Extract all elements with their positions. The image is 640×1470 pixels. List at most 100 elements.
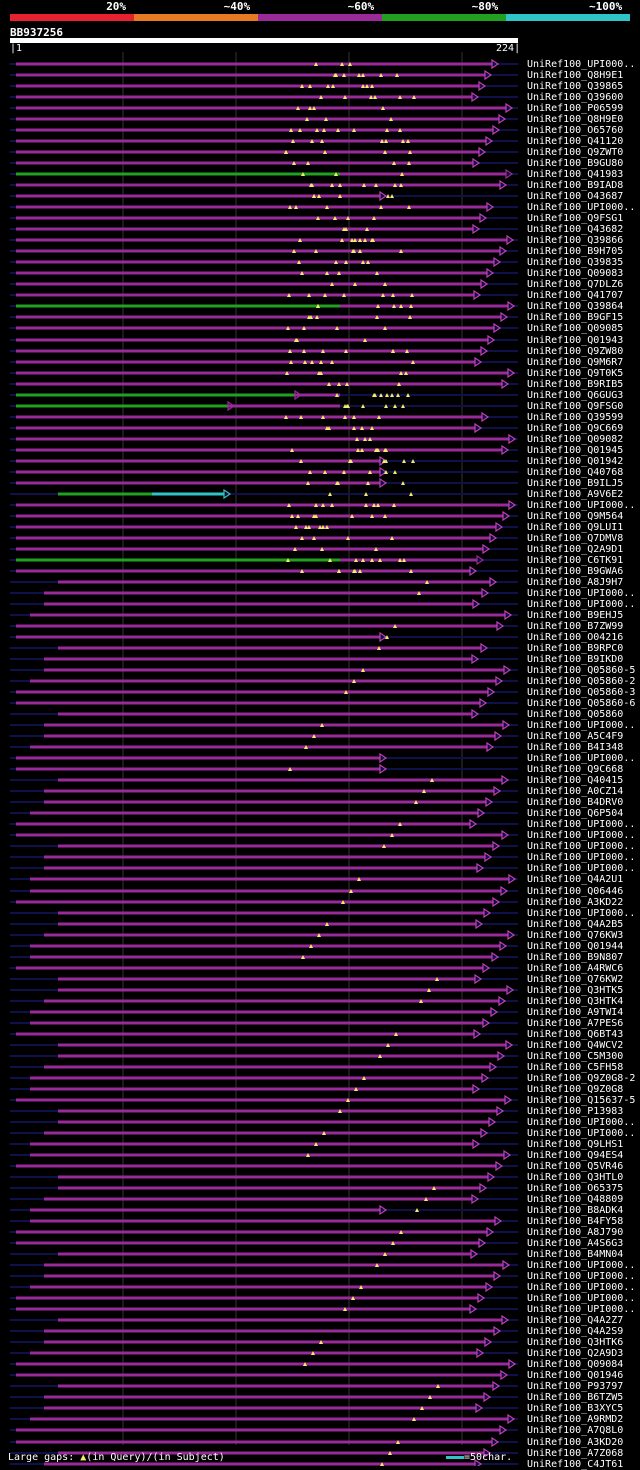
hit-label[interactable]: UniRef100_B9GF15 (527, 312, 624, 323)
hit-label[interactable]: UniRef100_Q4WCV2 (527, 1040, 624, 1051)
hit-label[interactable]: UniRef100_Q9T0K5 (527, 368, 624, 379)
hit-label[interactable]: UniRef100_Q41120 (527, 136, 624, 147)
hit-label[interactable]: UniRef100_A7Q8L0 (527, 1425, 624, 1436)
hit-label[interactable]: UniRef100_UPI000.. (527, 830, 636, 841)
hit-label[interactable]: UniRef100_A7Z068 (527, 1448, 624, 1459)
hit-label[interactable]: UniRef100_Q6BT43 (527, 1029, 624, 1040)
hit-label[interactable]: UniRef100_C4JT61 (527, 1459, 624, 1470)
hit-label[interactable]: UniRef100_Q06446 (527, 886, 624, 897)
hit-label[interactable]: UniRef100_Q05860-3 (527, 687, 636, 698)
hit-label[interactable]: UniRef100_Q76KW2 (527, 974, 624, 985)
hit-label[interactable]: UniRef100_C6TK91 (527, 555, 624, 566)
hit-label[interactable]: UniRef100_Q41707 (527, 290, 624, 301)
hit-label[interactable]: UniRef100_B9RPC0 (527, 643, 624, 654)
hit-label[interactable]: UniRef100_UPI000.. (527, 1128, 636, 1139)
hit-label[interactable]: UniRef100_UPI000.. (527, 1293, 636, 1304)
hit-label[interactable]: UniRef100_UPI000.. (527, 1304, 636, 1315)
hit-label[interactable]: UniRef100_Q3HTK6 (527, 1337, 624, 1348)
hit-label[interactable]: UniRef100_UPI000.. (527, 1271, 636, 1282)
hit-label[interactable]: UniRef100_Q9ZWT0 (527, 147, 624, 158)
hit-label[interactable]: UniRef100_Q01942 (527, 456, 624, 467)
hit-label[interactable]: UniRef100_Q39866 (527, 235, 624, 246)
hit-label[interactable]: UniRef100_A5C4F9 (527, 731, 624, 742)
hit-label[interactable]: UniRef100_UPI000.. (527, 59, 636, 70)
hit-label[interactable]: UniRef100_O65375 (527, 1183, 624, 1194)
hit-label[interactable]: UniRef100_Q9FSG1 (527, 213, 624, 224)
hit-label[interactable]: UniRef100_O65760 (527, 125, 624, 136)
hit-label[interactable]: UniRef100_Q39599 (527, 412, 624, 423)
hit-label[interactable]: UniRef100_P06599 (527, 103, 624, 114)
hit-label[interactable]: UniRef100_Q2A9D1 (527, 544, 624, 555)
hit-label[interactable]: UniRef100_Q39864 (527, 301, 624, 312)
hit-label[interactable]: UniRef100_Q9Z0G8-2 (527, 1073, 636, 1084)
hit-label[interactable]: UniRef100_B4MN04 (527, 1249, 624, 1260)
hit-label[interactable]: UniRef100_UPI000.. (527, 841, 636, 852)
hit-label[interactable]: UniRef100_UPI000.. (527, 819, 636, 830)
hit-label[interactable]: UniRef100_Q05860-5 (527, 665, 636, 676)
hit-label[interactable]: UniRef100_Q9Z0G8 (527, 1084, 624, 1095)
hit-label[interactable]: UniRef100_C5M300 (527, 1051, 624, 1062)
hit-label[interactable]: UniRef100_O43687 (527, 191, 624, 202)
hit-label[interactable]: UniRef100_B9RIB5 (527, 379, 624, 390)
hit-label[interactable]: UniRef100_Q01946 (527, 1370, 624, 1381)
hit-label[interactable]: UniRef100_UPI000.. (527, 1282, 636, 1293)
hit-label[interactable]: UniRef100_B4DRV0 (527, 797, 624, 808)
hit-label[interactable]: UniRef100_UPI000.. (527, 1117, 636, 1128)
hit-label[interactable]: UniRef100_A4S6G3 (527, 1238, 624, 1249)
hit-label[interactable]: UniRef100_A3KD20 (527, 1437, 624, 1448)
hit-label[interactable]: UniRef100_Q01943 (527, 335, 624, 346)
hit-label[interactable]: UniRef100_UPI000.. (527, 202, 636, 213)
hit-label[interactable]: UniRef100_Q94ES4 (527, 1150, 624, 1161)
hit-label[interactable]: UniRef100_Q7DMV8 (527, 533, 624, 544)
hit-label[interactable]: UniRef100_P13983 (527, 1106, 624, 1117)
hit-label[interactable]: UniRef100_Q7DLZ6 (527, 279, 624, 290)
hit-label[interactable]: UniRef100_Q39835 (527, 257, 624, 268)
hit-label[interactable]: UniRef100_B9EHJ5 (527, 610, 624, 621)
hit-label[interactable]: UniRef100_Q48809 (527, 1194, 624, 1205)
hit-label[interactable]: UniRef100_Q39600 (527, 92, 624, 103)
hit-label[interactable]: UniRef100_A8J790 (527, 1227, 624, 1238)
hit-label[interactable]: UniRef100_Q39865 (527, 81, 624, 92)
hit-label[interactable]: UniRef100_UPI000.. (527, 720, 636, 731)
hit-label[interactable]: UniRef100_A8J9H7 (527, 577, 624, 588)
hit-label[interactable]: UniRef100_C5FH58 (527, 1062, 624, 1073)
hit-label[interactable]: UniRef100_Q05860-2 (527, 676, 636, 687)
hit-label[interactable]: UniRef100_B8ADK4 (527, 1205, 624, 1216)
hit-label[interactable]: UniRef100_Q41983 (527, 169, 624, 180)
hit-label[interactable]: UniRef100_B9GWA6 (527, 566, 624, 577)
hit-label[interactable]: UniRef100_B9H705 (527, 246, 624, 257)
hit-label[interactable]: UniRef100_UPI000.. (527, 852, 636, 863)
hit-label[interactable]: UniRef100_Q9C669 (527, 423, 624, 434)
hit-label[interactable]: UniRef100_Q01944 (527, 941, 624, 952)
hit-label[interactable]: UniRef100_Q8H9E0 (527, 114, 624, 125)
hit-label[interactable]: UniRef100_Q4A2S9 (527, 1326, 624, 1337)
hit-label[interactable]: UniRef100_UPI000.. (527, 599, 636, 610)
hit-label[interactable]: UniRef100_A4RWC6 (527, 963, 624, 974)
hit-label[interactable]: UniRef100_B7ZW99 (527, 621, 624, 632)
hit-label[interactable]: UniRef100_UPI000.. (527, 500, 636, 511)
hit-label[interactable]: UniRef100_Q8H9E1 (527, 70, 624, 81)
hit-label[interactable]: UniRef100_B4FY58 (527, 1216, 624, 1227)
hit-label[interactable]: UniRef100_Q9LHS1 (527, 1139, 624, 1150)
hit-label[interactable]: UniRef100_Q40415 (527, 775, 624, 786)
hit-label[interactable]: UniRef100_A0CZ14 (527, 786, 624, 797)
hit-label[interactable]: UniRef100_B9GU80 (527, 158, 624, 169)
hit-label[interactable]: UniRef100_UPI000.. (527, 863, 636, 874)
hit-label[interactable]: UniRef100_Q09082 (527, 434, 624, 445)
hit-label[interactable]: UniRef100_Q6GUG3 (527, 390, 624, 401)
hit-label[interactable]: UniRef100_B3XYC5 (527, 1403, 624, 1414)
hit-label[interactable]: UniRef100_UPI000.. (527, 753, 636, 764)
hit-label[interactable]: UniRef100_A3KD22 (527, 897, 624, 908)
hit-label[interactable]: UniRef100_Q9M6R7 (527, 357, 624, 368)
hit-label[interactable]: UniRef100_B4I348 (527, 742, 624, 753)
hit-label[interactable]: UniRef100_Q05860 (527, 709, 624, 720)
hit-label[interactable]: UniRef100_Q76KW3 (527, 930, 624, 941)
hit-label[interactable]: UniRef100_Q9FSG0 (527, 401, 624, 412)
hit-label[interactable]: UniRef100_Q05860-6 (527, 698, 636, 709)
hit-label[interactable]: UniRef100_B9IAD8 (527, 180, 624, 191)
hit-label[interactable]: UniRef100_Q09084 (527, 1359, 624, 1370)
hit-label[interactable]: UniRef100_Q9M564 (527, 511, 624, 522)
hit-label[interactable]: UniRef100_B9ILJ5 (527, 478, 624, 489)
hit-label[interactable]: UniRef100_Q43682 (527, 224, 624, 235)
hit-label[interactable]: UniRef100_Q2A9D3 (527, 1348, 624, 1359)
